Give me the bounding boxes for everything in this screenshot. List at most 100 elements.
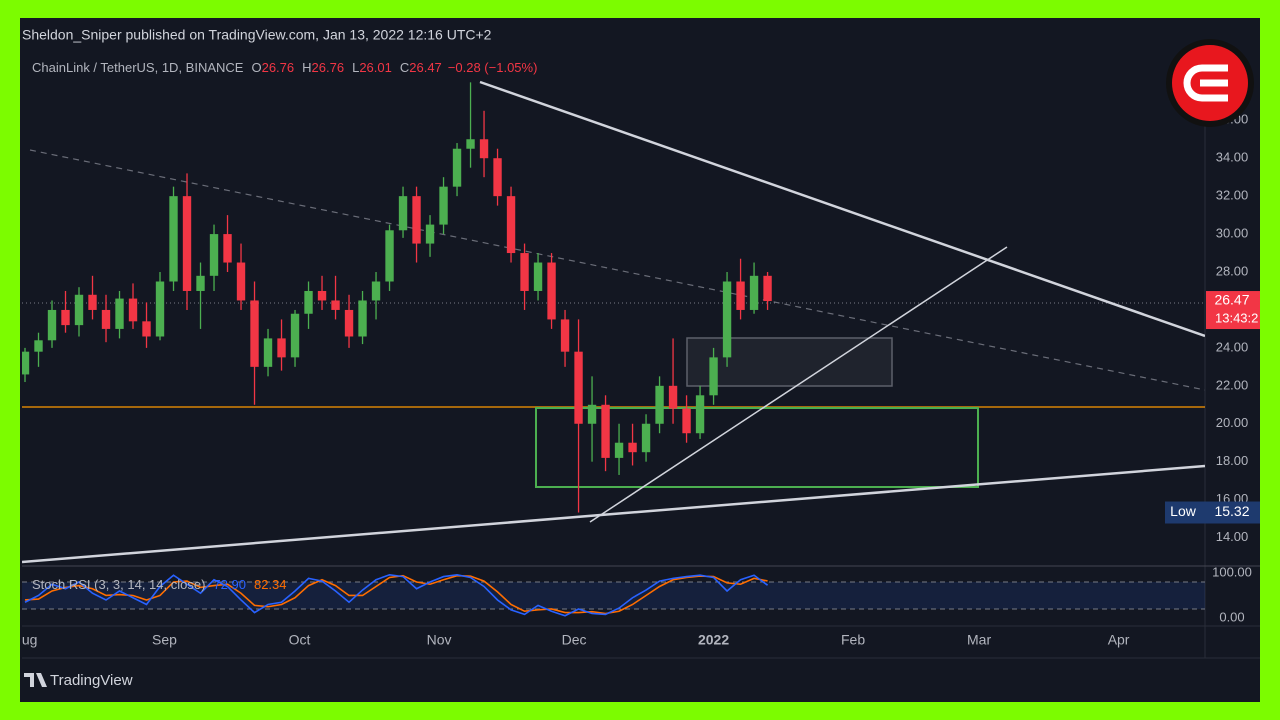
candle-body	[22, 351, 30, 375]
midline	[29, 149, 1205, 391]
candle-body	[250, 300, 259, 367]
stoch-value: 72.90	[213, 577, 246, 592]
ohlc-value: 26.76	[312, 60, 345, 75]
y-tick-label: 14.00	[1216, 529, 1249, 544]
candle-body	[601, 404, 610, 458]
candle-body	[479, 139, 489, 159]
candle-body	[425, 224, 435, 244]
candle-body	[385, 230, 394, 282]
change: −0.28 (−1.05%)	[448, 60, 538, 75]
candle-body	[614, 442, 624, 458]
y-tick-label: 24.00	[1216, 339, 1249, 354]
candle-body	[398, 196, 408, 231]
y-tick-label: 28.00	[1216, 263, 1249, 278]
candle-body	[560, 319, 570, 352]
stoch-line	[24, 573, 769, 617]
candle-body	[655, 385, 664, 424]
candle-body	[88, 294, 97, 310]
stoch-tick-label: 0.00	[1219, 609, 1244, 624]
ohlc-key: H	[302, 60, 311, 75]
ohlc-value: 26.76	[262, 60, 295, 75]
panel	[20, 18, 1260, 702]
y-tick-label: 32.00	[1216, 188, 1249, 203]
candle-body	[277, 338, 286, 358]
candle-body	[506, 196, 516, 254]
candle-body	[344, 309, 354, 337]
candle-body	[236, 262, 246, 301]
candle-body	[695, 395, 705, 434]
ohlc-key: L	[352, 60, 359, 75]
zone-box	[686, 337, 893, 387]
x-tick-label: Feb	[841, 632, 865, 648]
axes: 14.0016.0018.0020.0022.0024.0026.0028.00…	[1165, 112, 1260, 624]
ohlc-key: C	[400, 60, 409, 75]
demand-zone	[535, 407, 979, 488]
y-tick-label: 18.00	[1216, 453, 1249, 468]
x-tick-label: Dec	[562, 632, 587, 648]
candle-body	[682, 408, 691, 434]
stoch-title: Stoch RSI (3, 3, 14, 14, close)	[32, 577, 205, 592]
candle-body	[155, 281, 165, 337]
price-tag	[1206, 291, 1260, 330]
candle-body	[641, 423, 651, 453]
stoch-value: 82.34	[254, 577, 287, 592]
candle-body	[331, 300, 340, 310]
candle-body	[317, 290, 327, 301]
candle-body	[452, 148, 462, 187]
candle-body	[142, 321, 151, 337]
candle-body	[196, 275, 205, 291]
x-tick-label: Apr	[1108, 632, 1130, 648]
candle-body	[169, 196, 178, 282]
candle-body	[520, 253, 529, 291]
candle-body	[668, 385, 678, 409]
candle-body	[412, 196, 421, 244]
brand: TradingView	[50, 672, 133, 689]
candle-body	[722, 281, 732, 358]
candle-body	[74, 294, 84, 326]
price-tag-value: 26.47	[1214, 292, 1249, 308]
main-pane	[22, 80, 1205, 564]
overlay-logo	[1166, 39, 1254, 127]
low-tag-value: 15.32	[1214, 503, 1249, 519]
candle-body	[358, 300, 367, 337]
candle-body	[587, 404, 597, 424]
candle-body	[290, 313, 300, 358]
candle-body	[47, 309, 57, 341]
candle-body	[533, 262, 543, 291]
rising-trendline	[589, 246, 1008, 523]
candle-body	[628, 442, 637, 453]
candle-body	[263, 338, 273, 367]
ohlc-key: O	[251, 60, 261, 75]
publisher: Sheldon_Sniper published on TradingView.…	[22, 27, 492, 43]
stoch-line	[24, 574, 768, 615]
x-tick-label: Aug	[13, 632, 38, 648]
candle-body	[128, 298, 138, 322]
symbol-title: ChainLink / TetherUS, 1D, BINANCE	[32, 60, 244, 75]
candle-body	[439, 186, 448, 225]
x-tick-label: Nov	[427, 632, 452, 648]
logo-glyph	[1183, 64, 1228, 102]
low-tag	[1165, 501, 1260, 524]
symbol-legend: ChainLink / TetherUS, 1D, BINANCE O26.76 H…	[32, 60, 537, 75]
countdown: 13:43:2	[1215, 310, 1258, 325]
time-axis: Aug Sep Oct Nov Dec 2022 Feb Mar Apr	[13, 632, 1130, 648]
x-tick-label: Oct	[289, 632, 311, 648]
candle-body	[493, 158, 502, 197]
candle-body	[101, 309, 111, 329]
brand-icon	[24, 673, 47, 687]
footer: TradingView	[24, 672, 133, 689]
x-tick-label: 2022	[698, 632, 729, 648]
ohlc-value: 26.01	[359, 60, 392, 75]
candle-body	[763, 275, 772, 302]
low-tag-label: Low	[1170, 503, 1197, 519]
candle-body	[736, 281, 745, 310]
support-trendline	[22, 464, 1205, 564]
candle-body	[749, 275, 759, 310]
candle-body	[182, 196, 192, 291]
candle-body	[34, 340, 43, 352]
candle-body	[709, 357, 718, 396]
y-tick-label: 34.00	[1216, 150, 1249, 165]
candle-body	[371, 281, 381, 301]
